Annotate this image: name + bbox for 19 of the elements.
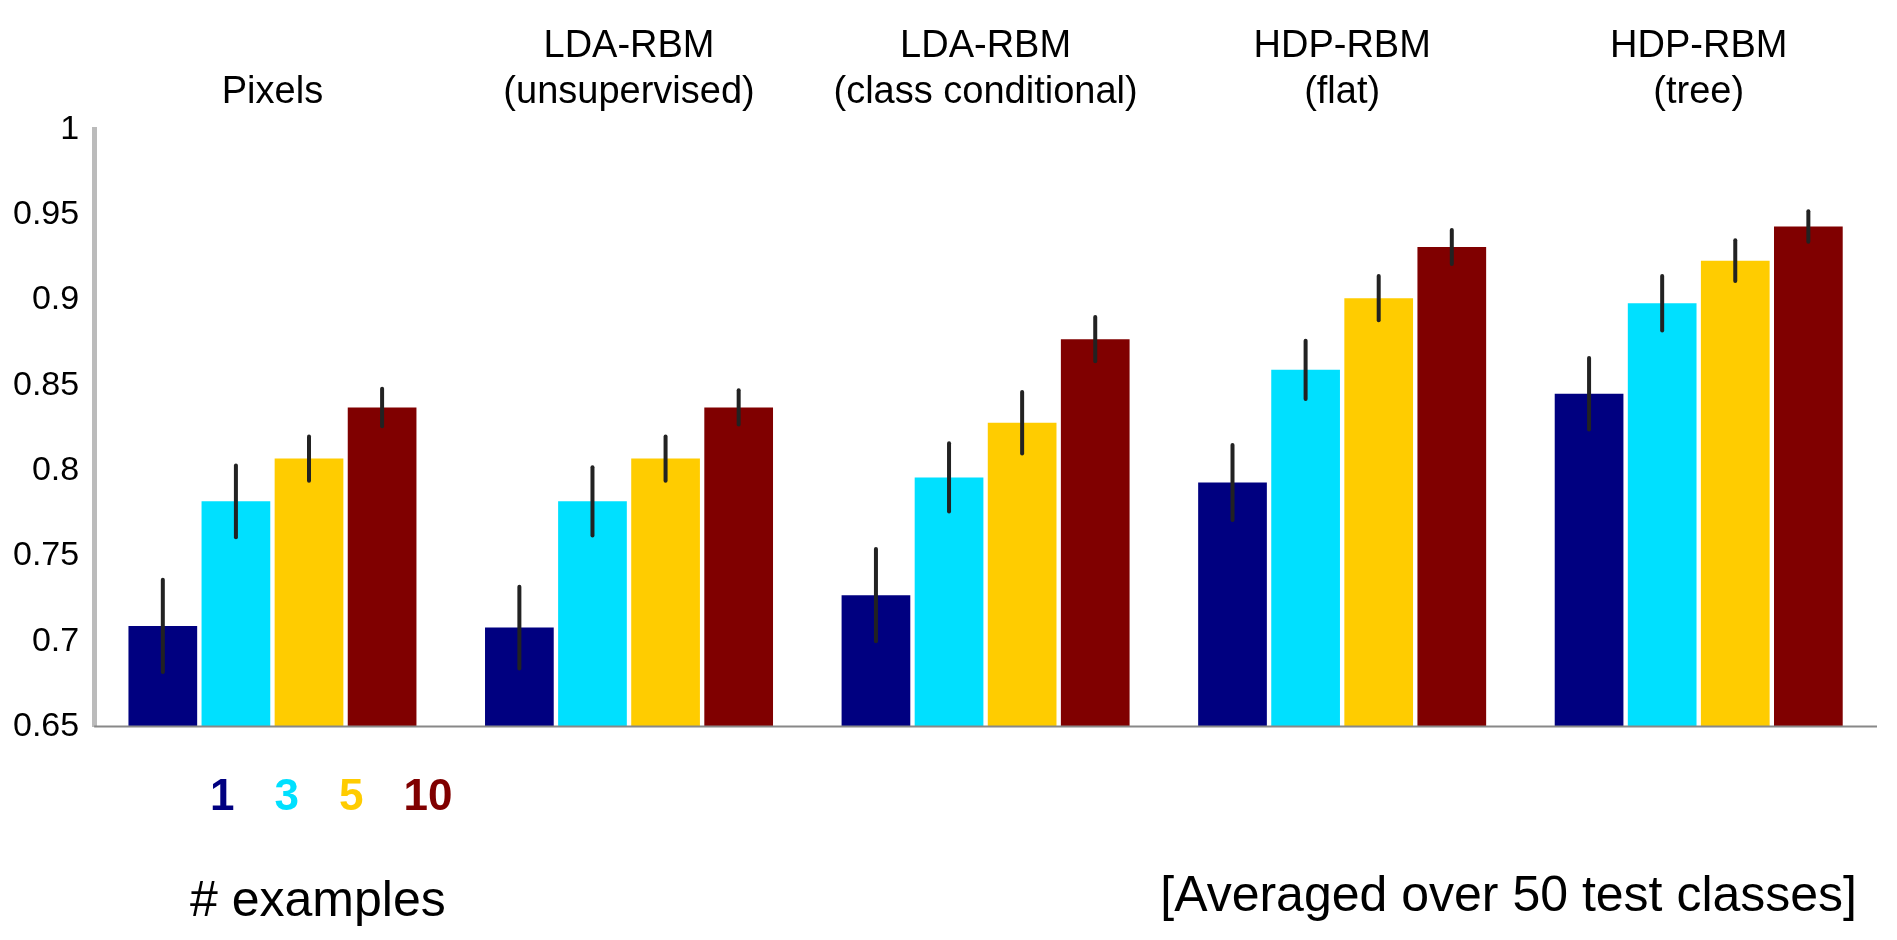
y-tick-label: 0.8 [31,448,80,487]
x-tick-label: LDA-RBM (unsupervised) [503,23,755,111]
x-tick-label: HDP-RBM (tree) [1610,23,1788,111]
series-label: 1 [210,770,235,820]
y-tick-label: 0.85 [12,363,80,402]
series-label: 3 [274,770,299,820]
y-tick-label: 0.65 [12,704,80,743]
legend-title: # examples [190,870,447,928]
series-label: 5 [338,770,364,820]
x-tick-label: LDA-RBM (class conditional) [833,23,1138,111]
x-tick-label: Pixels [221,68,324,111]
y-tick-label: 0.9 [31,278,80,317]
y-tick-label: 0.95 [12,192,80,231]
text: [Averaged over 50 test classes] [1160,865,1857,923]
y-tick-label: 0.7 [31,619,80,658]
y-tick-label: 1 [60,107,80,146]
y-tick-label: 0.75 [12,534,80,573]
x-tick-label: HDP-RBM (flat) [1253,23,1431,111]
series-label: 10 [403,770,453,820]
